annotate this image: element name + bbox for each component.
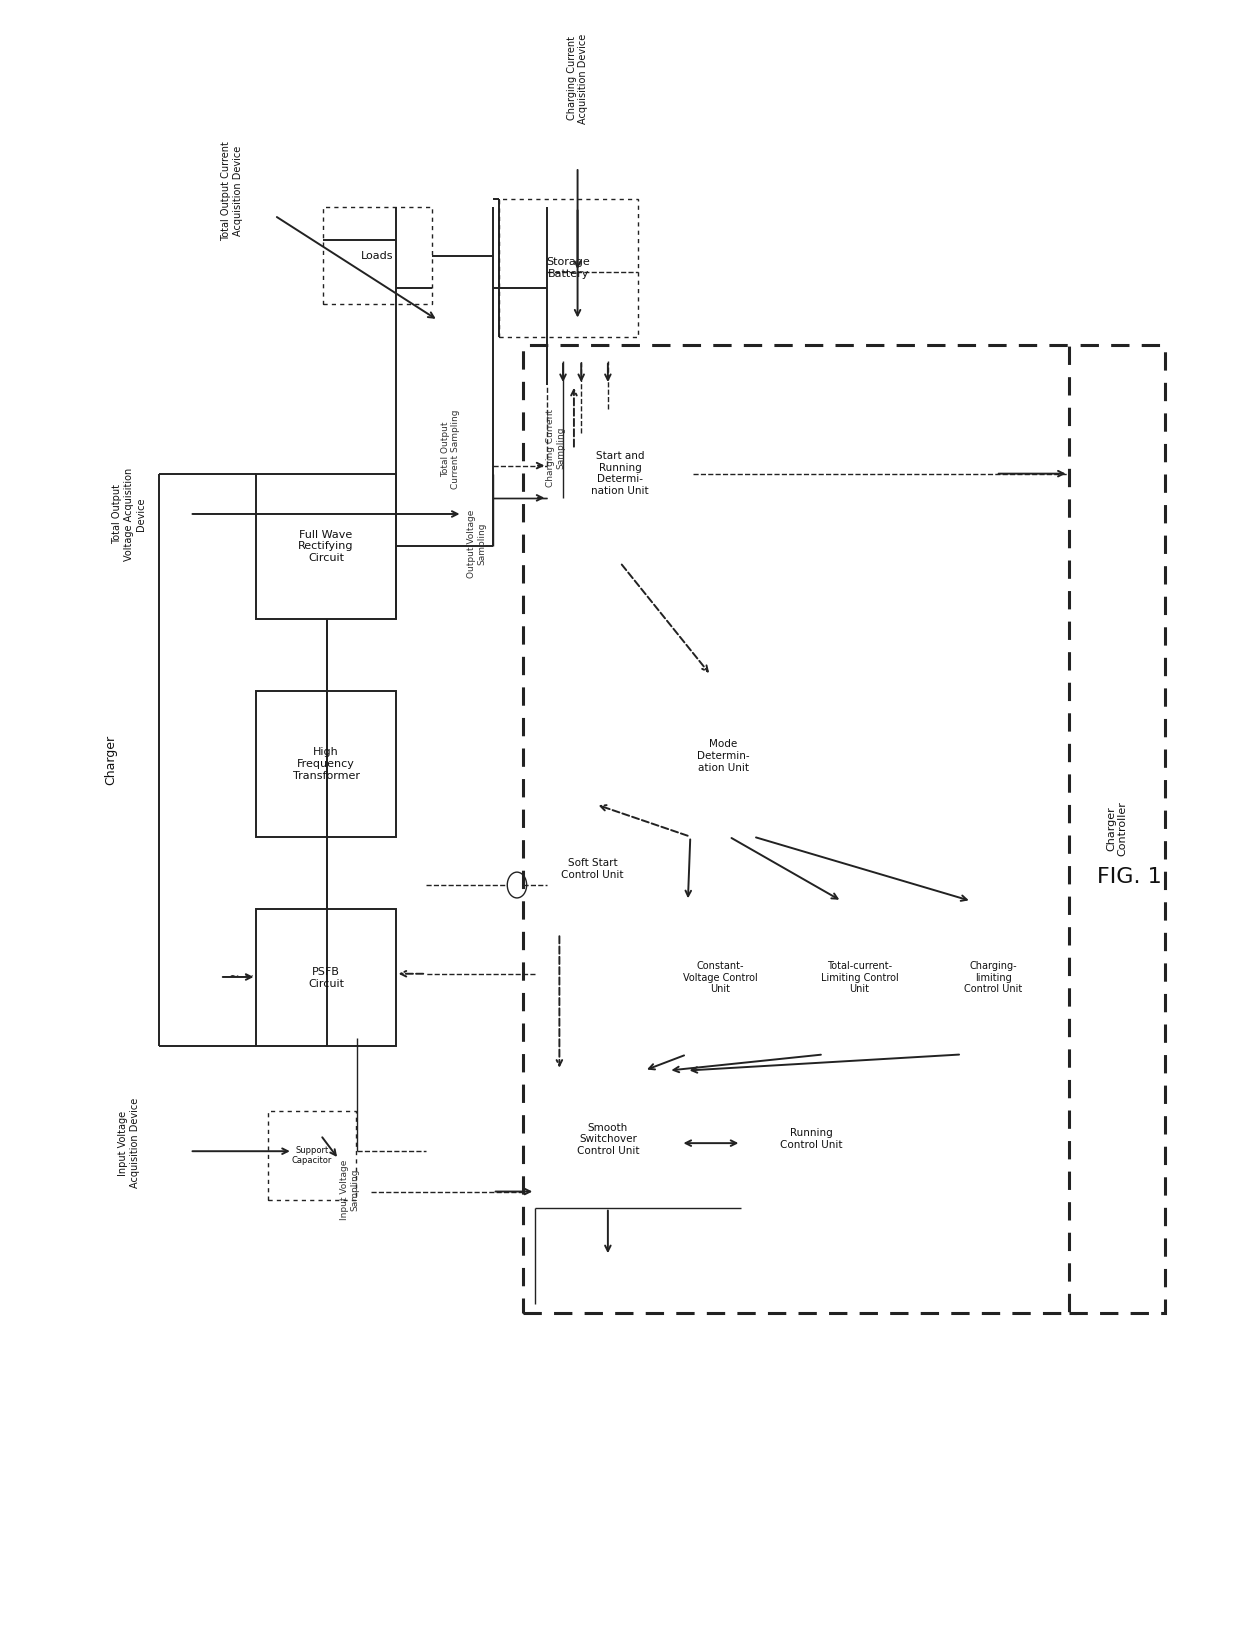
Text: Total Output
Current Sampling: Total Output Current Sampling [440,409,460,489]
Text: Charger
Controller: Charger Controller [1106,801,1128,857]
Text: Full Wave
Rectifying
Circuit: Full Wave Rectifying Circuit [299,530,353,563]
Bar [796,901,923,1055]
Text: ~ ~: ~ ~ [229,970,254,983]
Bar [523,345,1075,1313]
Bar [536,1070,681,1208]
Bar [257,909,396,1047]
Text: Soft Start
Control Unit: Soft Start Control Unit [562,858,624,880]
Bar [742,1070,880,1208]
Text: Input Voltage
Acquisition Device: Input Voltage Acquisition Device [118,1098,140,1188]
Text: Smooth
Switchover
Control Unit: Smooth Switchover Control Unit [577,1122,639,1155]
Text: Mode
Determin-
ation Unit: Mode Determin- ation Unit [697,740,749,773]
Text: Constant-
Voltage Control
Unit: Constant- Voltage Control Unit [683,962,758,994]
Bar [656,676,790,837]
Bar [1069,345,1166,1313]
Text: High
Frequency
Transformer: High Frequency Transformer [293,747,360,781]
Text: Running
Control Unit: Running Control Unit [780,1129,842,1150]
Bar [932,901,1054,1055]
Bar [536,804,650,934]
Text: Total Output Current
Acquisition Device: Total Output Current Acquisition Device [221,141,243,241]
Bar [268,1111,356,1200]
Bar [257,691,396,837]
Bar [656,901,784,1055]
Text: Total-current-
Limiting Control
Unit: Total-current- Limiting Control Unit [821,962,898,994]
Bar [322,207,432,304]
Text: Input Voltage
Sampling: Input Voltage Sampling [340,1159,360,1219]
Text: Start and
Running
Determi-
nation Unit: Start and Running Determi- nation Unit [591,451,649,496]
Text: Charger: Charger [104,735,118,784]
Bar [257,474,396,619]
Text: Storage
Battery: Storage Battery [547,258,590,279]
Text: Output Voltage
Sampling: Output Voltage Sampling [467,509,486,578]
Text: Charging Current
Acquisition Device: Charging Current Acquisition Device [567,33,588,123]
Text: Charging Current
Sampling: Charging Current Sampling [546,409,565,487]
Bar [547,386,693,563]
Text: FIG. 1: FIG. 1 [1096,866,1162,888]
Text: Support
Capacitor: Support Capacitor [291,1145,332,1165]
Text: Total Output
Voltage Acquisition
Device: Total Output Voltage Acquisition Device [113,468,145,561]
Text: PSFB
Circuit: PSFB Circuit [308,967,343,988]
Text: Charging-
limiting
Control Unit: Charging- limiting Control Unit [965,962,1023,994]
Bar [498,200,639,336]
Text: Loads: Loads [361,251,394,261]
